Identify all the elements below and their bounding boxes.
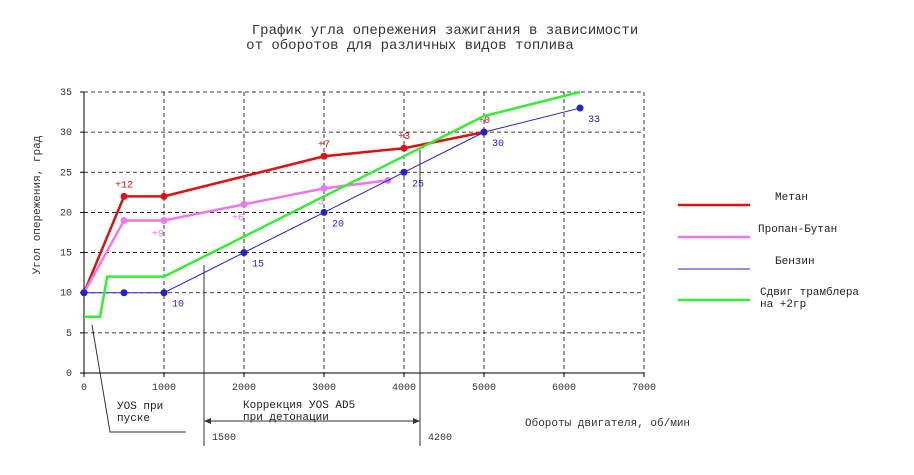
point — [320, 184, 328, 192]
x-axis-label: Обороты двигателя, об/мин — [525, 417, 690, 430]
point — [120, 192, 128, 200]
x-tick-label: 6000 — [552, 383, 576, 394]
point — [160, 289, 168, 297]
point — [320, 152, 328, 160]
point-note: 10 — [172, 300, 184, 311]
point-note: +0 — [478, 116, 490, 127]
point-note: +6 — [232, 213, 244, 224]
point-note: 20 — [332, 219, 344, 230]
detonation-note: при детонации — [243, 412, 329, 424]
point-note: 33 — [588, 115, 600, 126]
start-note: УОЅ при — [117, 401, 163, 413]
x-tick-label: 3000 — [312, 383, 336, 394]
start-note-leader — [91, 324, 186, 433]
chart-subtitle: от оборотов для различных видов топлива — [246, 37, 574, 54]
y-tick-label: 20 — [60, 208, 72, 219]
point-note: +7 — [318, 140, 330, 151]
x-tick-label: 2000 — [232, 383, 256, 394]
point-note: 25 — [412, 179, 424, 190]
y-axis-label: Угол опережения, град — [32, 135, 44, 274]
point-note: 30 — [492, 139, 504, 150]
point — [160, 192, 168, 200]
x-tick-label: 0 — [81, 383, 87, 394]
point-note: 15 — [252, 260, 264, 271]
x-tick-label: 1000 — [152, 383, 176, 394]
y-tick-label: 25 — [60, 168, 72, 179]
legend-label: Пропан-Бутан — [758, 224, 838, 236]
y-tick-label: 5 — [66, 329, 72, 340]
y-tick-label: 0 — [66, 369, 72, 380]
point — [240, 249, 248, 257]
y-tick-label: 30 — [60, 128, 72, 139]
point — [320, 208, 328, 216]
point — [576, 104, 584, 112]
chart-title: График угла опережения зажигания в завис… — [252, 23, 638, 39]
point — [400, 168, 408, 176]
point — [240, 200, 248, 208]
point — [120, 289, 128, 297]
range-label: 1500 — [212, 433, 236, 444]
point-note: +3 — [312, 197, 324, 208]
y-tick-label: 10 — [60, 289, 72, 300]
start-note: пуске — [117, 413, 150, 425]
y-tick-label: 15 — [60, 249, 72, 260]
arrow-head — [204, 418, 211, 424]
point-note: +12 — [115, 180, 133, 191]
series-line — [84, 90, 581, 319]
legend-label: Сдвиг трамблера на +2гр — [760, 287, 860, 311]
x-tick-label: 7000 — [632, 383, 656, 394]
point — [400, 144, 408, 152]
series-line — [82, 130, 485, 294]
point — [120, 216, 128, 224]
point — [160, 216, 168, 224]
legend-label: Бензин — [775, 256, 815, 268]
point — [480, 128, 488, 136]
point — [80, 289, 88, 297]
point-note: +3 — [398, 132, 410, 143]
arrow-head — [413, 418, 420, 424]
point-note: +9 — [152, 229, 164, 240]
legend-label: Метан — [775, 192, 809, 204]
detonation-note: Коррекция УОЅ АD5 — [243, 400, 355, 412]
range-label: 4200 — [428, 433, 452, 444]
y-tick-label: 35 — [60, 88, 72, 99]
series-line — [82, 179, 389, 294]
series-line — [84, 107, 581, 294]
x-tick-label: 4000 — [392, 383, 416, 394]
x-tick-label: 5000 — [472, 383, 496, 394]
